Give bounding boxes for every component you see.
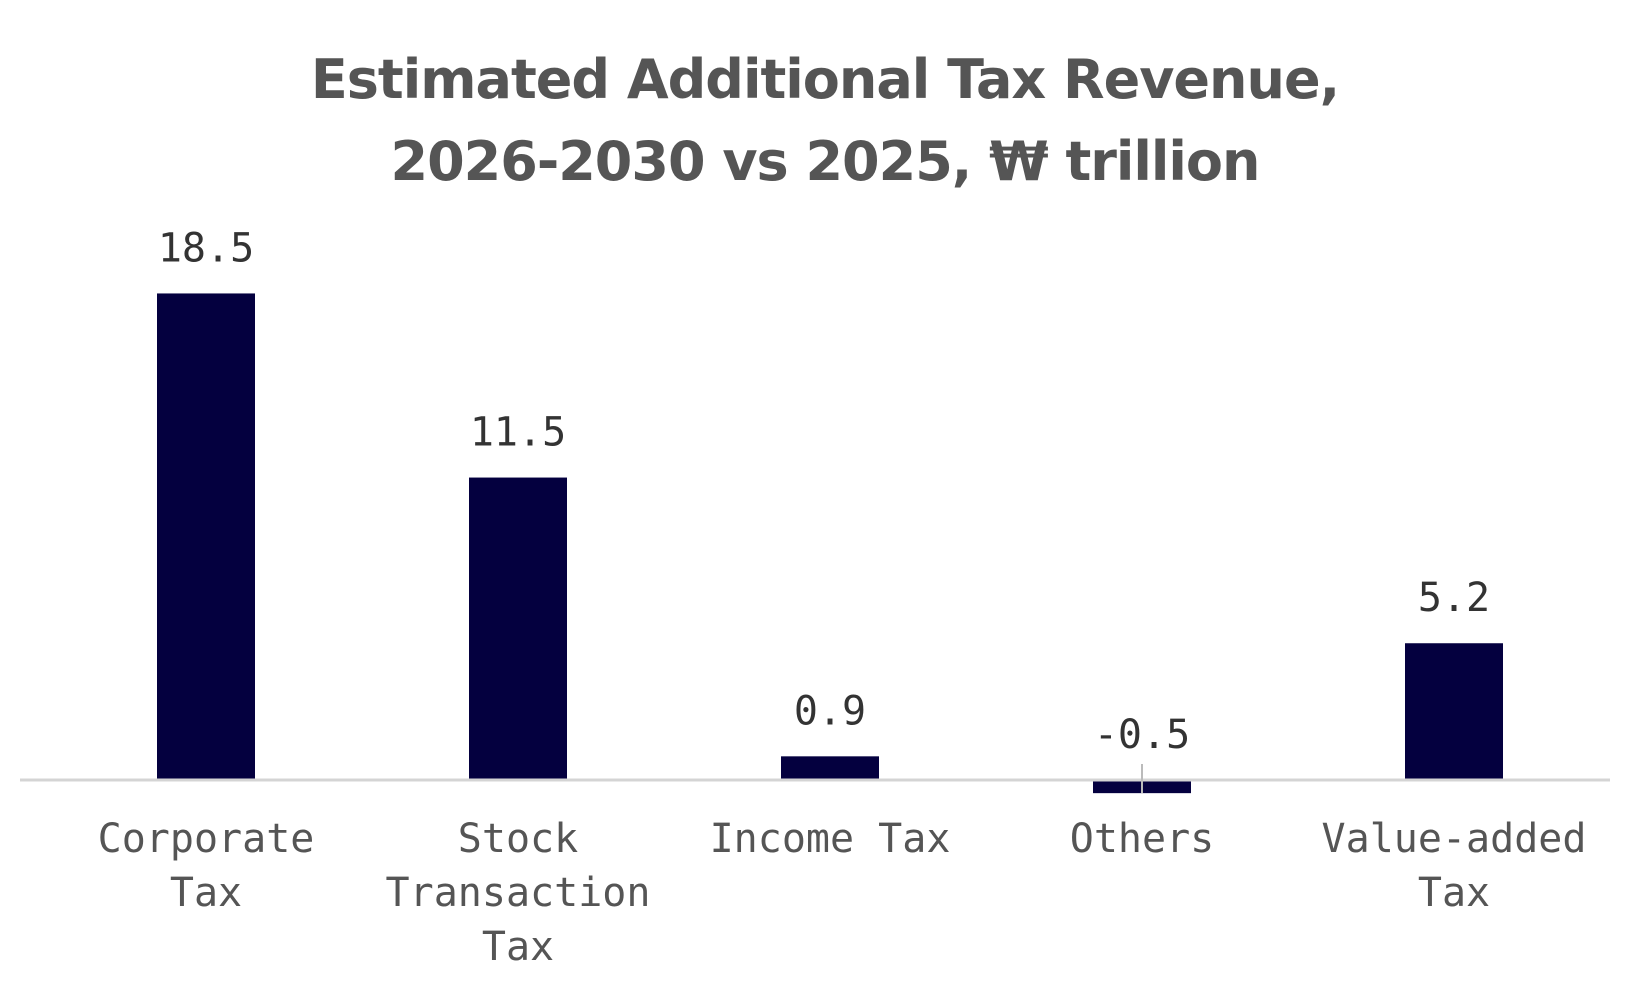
bar-1 [469, 477, 567, 780]
bar-4 [1405, 643, 1503, 780]
category-label-1-line-2: Tax [482, 924, 554, 970]
bar-0 [157, 293, 255, 780]
category-label-0-line-0: Corporate [98, 816, 315, 862]
value-label-4: 5.2 [1418, 575, 1490, 621]
category-label-0-line-1: Tax [170, 870, 242, 916]
category-label-1-line-0: Stock [458, 816, 578, 862]
category-label-4-line-1: Tax [1418, 870, 1490, 916]
category-label-2-line-0: Income Tax [710, 816, 951, 862]
chart-title: Estimated Additional Tax Revenue, 2026-2… [311, 48, 1340, 193]
category-labels: Corporate Tax Stock Transaction Tax Income Ta… [98, 816, 1587, 970]
value-label-1: 11.5 [470, 410, 566, 456]
bar-2 [781, 756, 879, 780]
value-label-3: -0.5 [1094, 712, 1190, 758]
category-label-4-line-0: Value-added [1322, 816, 1587, 862]
category-label-3-line-0: Others [1070, 816, 1215, 862]
chart-title-line-2: 2026-2030 vs 2025, ₩ trillion [391, 130, 1260, 193]
value-label-0: 18.5 [158, 225, 254, 271]
chart-title-line-1: Estimated Additional Tax Revenue, [311, 48, 1339, 111]
value-label-2: 0.9 [794, 688, 866, 734]
category-label-1-line-1: Transaction [386, 870, 651, 916]
bars [157, 293, 1503, 794]
value-labels: 18.5 11.5 0.9 -0.5 5.2 [158, 225, 1490, 794]
